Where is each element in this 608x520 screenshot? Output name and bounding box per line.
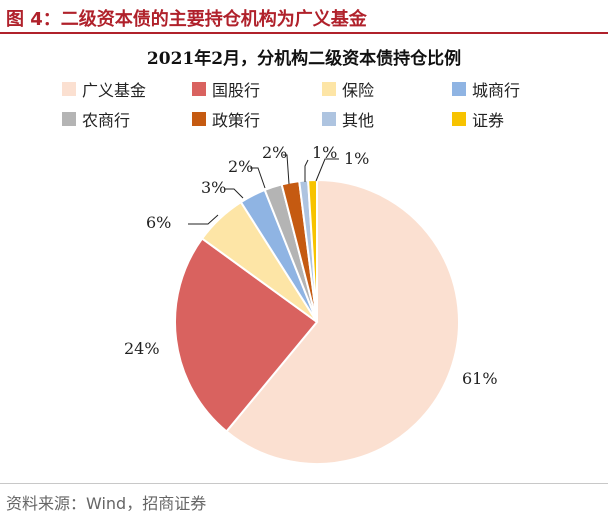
legend-label-national-banks: 国股行	[212, 81, 261, 100]
legend-item-other: 其他	[322, 108, 452, 130]
legend-item-securities: 证券	[452, 108, 582, 130]
pie-label-4: 2%	[228, 157, 253, 176]
legend-item-city-banks: 城商行	[452, 78, 582, 100]
legend-swatch-securities	[452, 112, 466, 126]
figure-header: 图 4：二级资本债的主要持仓机构为广义基金	[0, 0, 608, 34]
pie-label-1: 24%	[124, 339, 160, 358]
legend-label-policy-banks: 政策行	[212, 111, 261, 130]
footer-divider	[0, 483, 608, 484]
legend-item-policy-banks: 政策行	[192, 108, 322, 130]
legend-label-rural-banks: 农商行	[82, 111, 131, 130]
legend-swatch-rural-banks	[62, 112, 76, 126]
legend-swatch-policy-banks	[192, 112, 206, 126]
pie-leader-line-4	[250, 167, 266, 189]
source-note: 资料来源：Wind，招商证券	[6, 494, 207, 513]
legend-label-other: 其他	[342, 111, 375, 130]
pie-leader-line-7	[315, 158, 339, 182]
pie-label-0: 61%	[462, 369, 498, 388]
pie-slice-7	[307, 178, 318, 323]
legend-swatch-fund	[62, 82, 76, 96]
pie-leader-line-3	[224, 188, 244, 199]
legend-item-fund: 广义基金	[62, 78, 192, 100]
figure-caption: 图 4：二级资本债的主要持仓机构为广义基金	[6, 9, 367, 30]
pie-label-7: 1%	[344, 149, 369, 168]
legend-label-city-banks: 城商行	[472, 81, 521, 100]
pie-label-3: 3%	[201, 178, 226, 197]
legend-item-rural-banks: 农商行	[62, 108, 192, 130]
legend-label-securities: 证券	[472, 111, 505, 130]
pie-label-2: 6%	[146, 213, 171, 232]
legend-item-national-banks: 国股行	[192, 78, 322, 100]
chart-title: 2021年2月，分机构二级资本债持仓比例	[146, 49, 462, 69]
pie-label-6: 1%	[312, 143, 337, 162]
pie-leader-line-6	[304, 159, 309, 182]
pie-slice-1	[174, 237, 319, 433]
pie-leader-line-5	[283, 154, 290, 185]
legend-label-insurance: 保险	[342, 81, 375, 100]
pie-leader-line-2	[188, 214, 219, 225]
legend-label-fund: 广义基金	[82, 81, 147, 100]
legend-swatch-other	[322, 112, 336, 126]
legend-swatch-insurance	[322, 82, 336, 96]
legend-item-insurance: 保险	[322, 78, 452, 100]
chart-legend: 广义基金 国股行 保险 城商行 农商行 政策行 其他 证券	[62, 78, 582, 130]
pie-label-5: 2%	[262, 143, 287, 162]
legend-swatch-city-banks	[452, 82, 466, 96]
pie-slice-0	[225, 178, 460, 465]
legend-swatch-national-banks	[192, 82, 206, 96]
